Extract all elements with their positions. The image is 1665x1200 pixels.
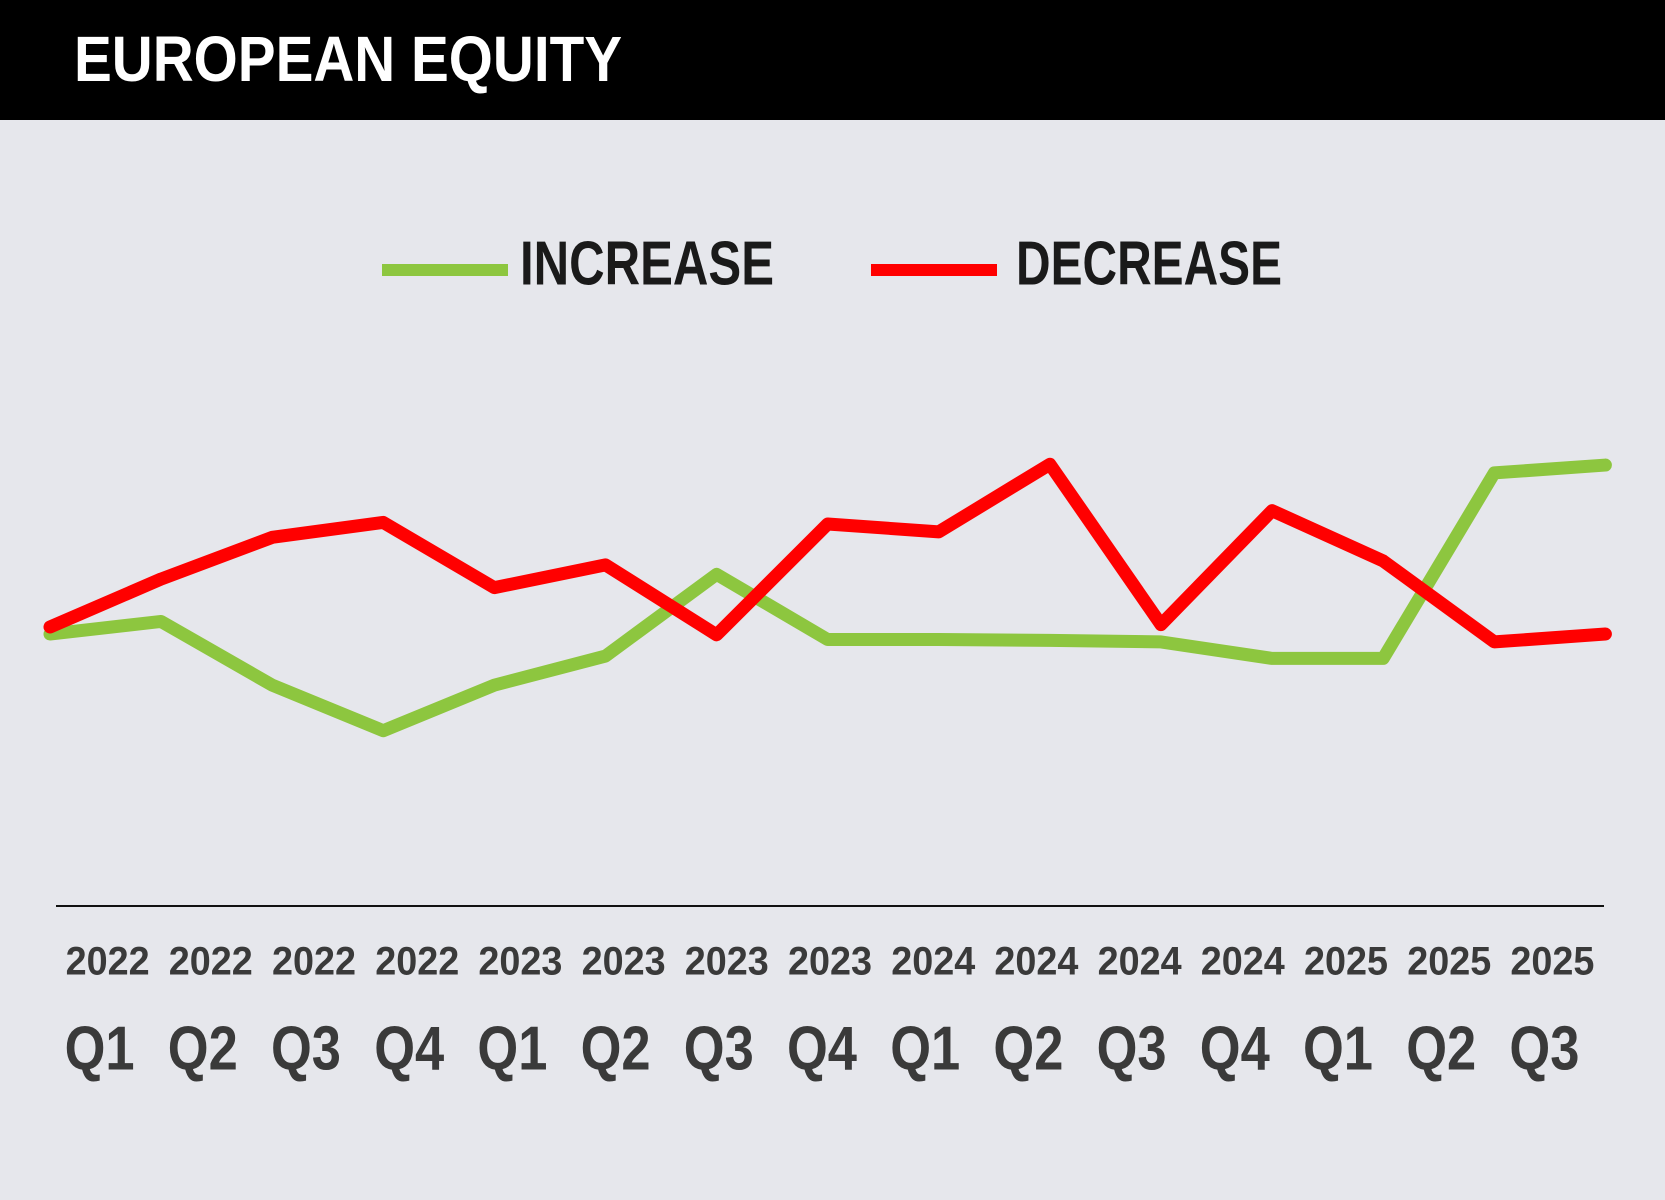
x-tick-year: 2024 bbox=[1098, 940, 1183, 984]
x-tick-year: 2023 bbox=[685, 940, 769, 984]
x-tick-quarter: Q3 bbox=[1097, 1014, 1167, 1083]
header-bar bbox=[0, 0, 1665, 120]
x-tick-quarter: Q3 bbox=[684, 1014, 754, 1083]
x-tick-year: 2025 bbox=[1510, 940, 1594, 984]
x-tick-year: 2024 bbox=[994, 940, 1079, 984]
x-tick-quarter: Q2 bbox=[581, 1014, 651, 1083]
chart-title: EUROPEAN EQUITY bbox=[74, 23, 622, 95]
x-tick-quarter: Q2 bbox=[168, 1014, 238, 1083]
x-tick-year: 2022 bbox=[272, 940, 356, 984]
series-line bbox=[43, 457, 1612, 649]
x-tick-year: 2023 bbox=[582, 940, 666, 984]
x-tick-year: 2023 bbox=[788, 940, 872, 984]
x-tick-quarter: Q4 bbox=[1200, 1014, 1270, 1083]
x-tick-year: 2022 bbox=[169, 940, 253, 984]
x-tick-year: 2025 bbox=[1407, 940, 1491, 984]
x-tick-quarter: Q1 bbox=[1303, 1014, 1373, 1083]
x-tick-quarter: Q3 bbox=[271, 1014, 341, 1083]
x-tick-quarter: Q4 bbox=[374, 1014, 444, 1083]
x-tick-quarter: Q3 bbox=[1509, 1014, 1579, 1083]
x-tick-quarter: Q1 bbox=[890, 1014, 960, 1083]
legend-label: INCREASE bbox=[520, 229, 774, 298]
x-tick-quarter: Q2 bbox=[1406, 1014, 1476, 1083]
x-tick-quarter: Q4 bbox=[787, 1014, 857, 1083]
x-tick-year: 2023 bbox=[478, 940, 562, 984]
x-tick-year: 2024 bbox=[891, 940, 976, 984]
x-tick-quarter: Q1 bbox=[65, 1014, 135, 1083]
series-line bbox=[43, 458, 1612, 738]
x-tick-year: 2024 bbox=[1201, 940, 1286, 984]
x-tick-year: 2022 bbox=[66, 940, 150, 984]
x-tick-quarter: Q2 bbox=[993, 1014, 1063, 1083]
x-tick-year: 2025 bbox=[1304, 940, 1388, 984]
legend-label: DECREASE bbox=[1016, 229, 1282, 298]
x-tick-quarter: Q1 bbox=[477, 1014, 547, 1083]
x-tick-year: 2022 bbox=[375, 940, 459, 984]
